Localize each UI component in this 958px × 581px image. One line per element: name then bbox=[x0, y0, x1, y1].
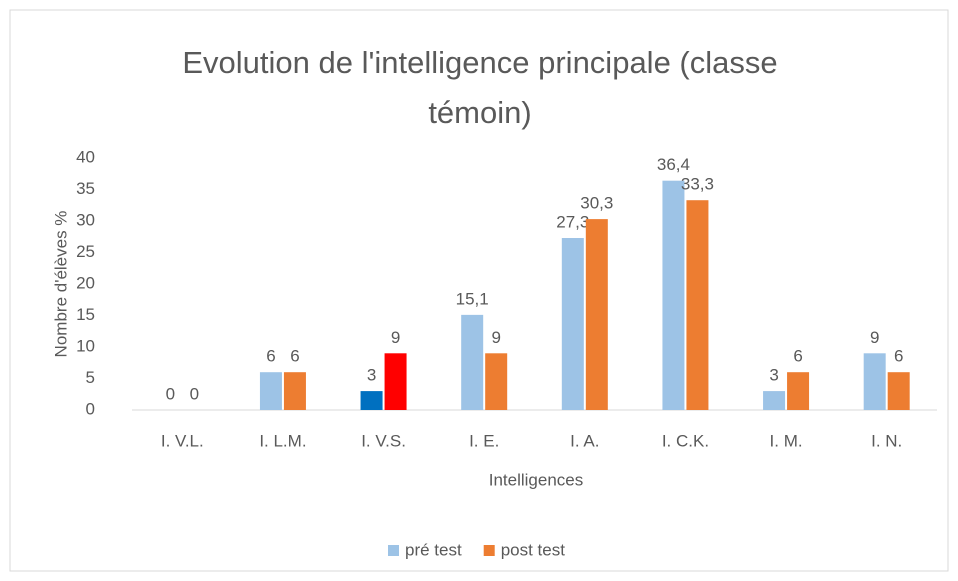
y-tick-label: 20 bbox=[76, 273, 95, 292]
bar bbox=[763, 391, 786, 410]
x-tick-label: I. V.L. bbox=[161, 431, 204, 450]
x-tick-label: I. M. bbox=[770, 431, 803, 450]
y-tick-label: 10 bbox=[76, 336, 95, 355]
data-label: 0 bbox=[166, 384, 175, 403]
legend-swatch bbox=[483, 545, 495, 556]
y-tick-label: 35 bbox=[76, 179, 95, 198]
data-label: 15,1 bbox=[456, 289, 489, 308]
x-axis-label: Intelligences bbox=[489, 470, 584, 489]
y-tick-label: 25 bbox=[76, 242, 95, 261]
data-label: 9 bbox=[491, 328, 500, 347]
data-label: 36,4 bbox=[657, 155, 690, 174]
data-label: 6 bbox=[266, 347, 275, 366]
bar bbox=[662, 180, 685, 410]
legend-label: pré test bbox=[405, 540, 462, 559]
y-tick-label: 40 bbox=[76, 147, 95, 166]
x-tick-label: I. N. bbox=[871, 431, 902, 450]
y-tick-label: 5 bbox=[86, 368, 95, 387]
bar bbox=[887, 372, 910, 410]
bar bbox=[686, 200, 709, 410]
data-label: 6 bbox=[894, 347, 903, 366]
bar bbox=[485, 353, 508, 410]
data-label: 0 bbox=[190, 384, 199, 403]
bar bbox=[461, 314, 484, 410]
x-tick-label: I. E. bbox=[469, 431, 499, 450]
y-axis-label: Nombre d'élèves % bbox=[51, 211, 70, 358]
x-tick-label: I. A. bbox=[570, 431, 599, 450]
legend-swatch bbox=[388, 545, 399, 556]
legend-label: post test bbox=[501, 540, 566, 559]
y-tick-label: 15 bbox=[76, 305, 95, 324]
x-tick-label: I. C.K. bbox=[662, 431, 709, 450]
bar bbox=[561, 238, 584, 410]
data-label: 9 bbox=[391, 328, 400, 347]
y-tick-label: 0 bbox=[86, 399, 95, 418]
bar bbox=[585, 219, 608, 410]
data-label: 30,3 bbox=[580, 194, 613, 213]
y-tick-label: 30 bbox=[76, 210, 95, 229]
bar bbox=[384, 353, 407, 410]
data-label: 9 bbox=[870, 328, 879, 347]
data-label: 33,3 bbox=[681, 175, 714, 194]
x-tick-label: I. V.S. bbox=[361, 431, 406, 450]
chart-title: Evolution de l'intelligence principale (… bbox=[182, 45, 778, 130]
data-label: 6 bbox=[793, 347, 802, 366]
data-label: 6 bbox=[290, 347, 299, 366]
x-tick-label: I. L.M. bbox=[259, 431, 306, 450]
bar bbox=[259, 372, 282, 410]
bar bbox=[863, 353, 886, 410]
bar bbox=[787, 372, 810, 410]
data-label: 3 bbox=[769, 366, 778, 385]
bar bbox=[283, 372, 306, 410]
data-label: 27,3 bbox=[556, 212, 589, 231]
bar bbox=[360, 391, 383, 410]
chart-border bbox=[9, 9, 949, 572]
data-label: 3 bbox=[367, 366, 376, 385]
